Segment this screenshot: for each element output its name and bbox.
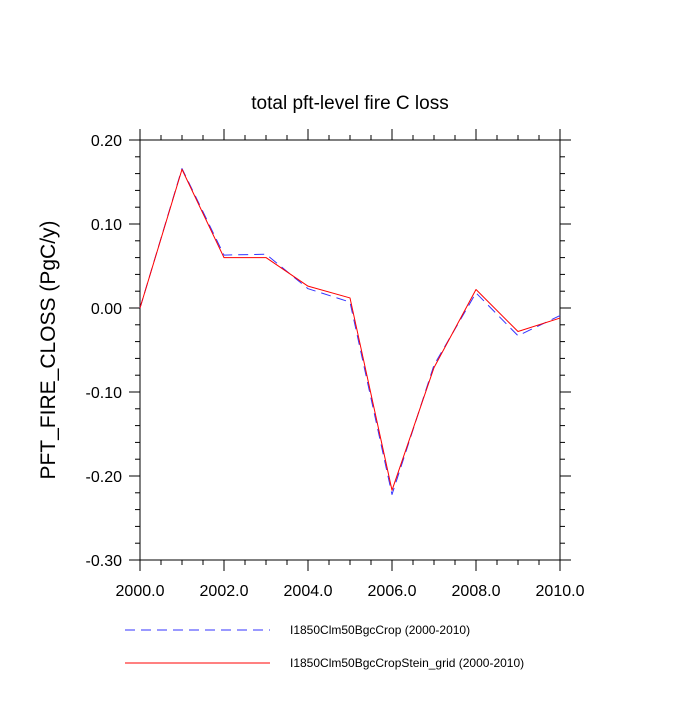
series-line (139, 168, 561, 495)
legend: I1850Clm50BgcCrop (2000-2010) I1850Clm50B… (125, 623, 524, 670)
y-axis-label: PFT_FIRE_CLOSS (PgC/y) (37, 220, 60, 479)
y-tick-label: 0.10 (91, 217, 122, 234)
x-tick-label: 2000.0 (116, 583, 165, 600)
x-tick-label: 2004.0 (284, 583, 333, 600)
y-tick-label: 0.20 (91, 133, 122, 150)
x-tick-label: 2010.0 (536, 583, 585, 600)
y-tick-label: -0.20 (86, 469, 123, 486)
plot-frame (139, 139, 561, 561)
y-tick-label: -0.10 (86, 385, 123, 402)
x-tick-label: 2008.0 (452, 583, 501, 600)
data-series (139, 168, 561, 495)
legend-label: I1850Clm50BgcCrop (2000-2010) (290, 623, 470, 637)
axes: 0.20 0.10 0.00 -0.10 -0.20 -0.30 2000.0 2002.0 2… (86, 129, 585, 600)
x-tick-label: 2002.0 (200, 583, 249, 600)
x-tick-label: 2006.0 (368, 583, 417, 600)
y-tick-label: -0.30 (86, 553, 123, 570)
y-tick-label: 0.00 (91, 301, 122, 318)
legend-label: I1850Clm50BgcCropStein_grid (2000-2010) (290, 656, 524, 670)
chart-title: total pft-level fire C loss (251, 93, 448, 114)
series-line (139, 168, 561, 491)
